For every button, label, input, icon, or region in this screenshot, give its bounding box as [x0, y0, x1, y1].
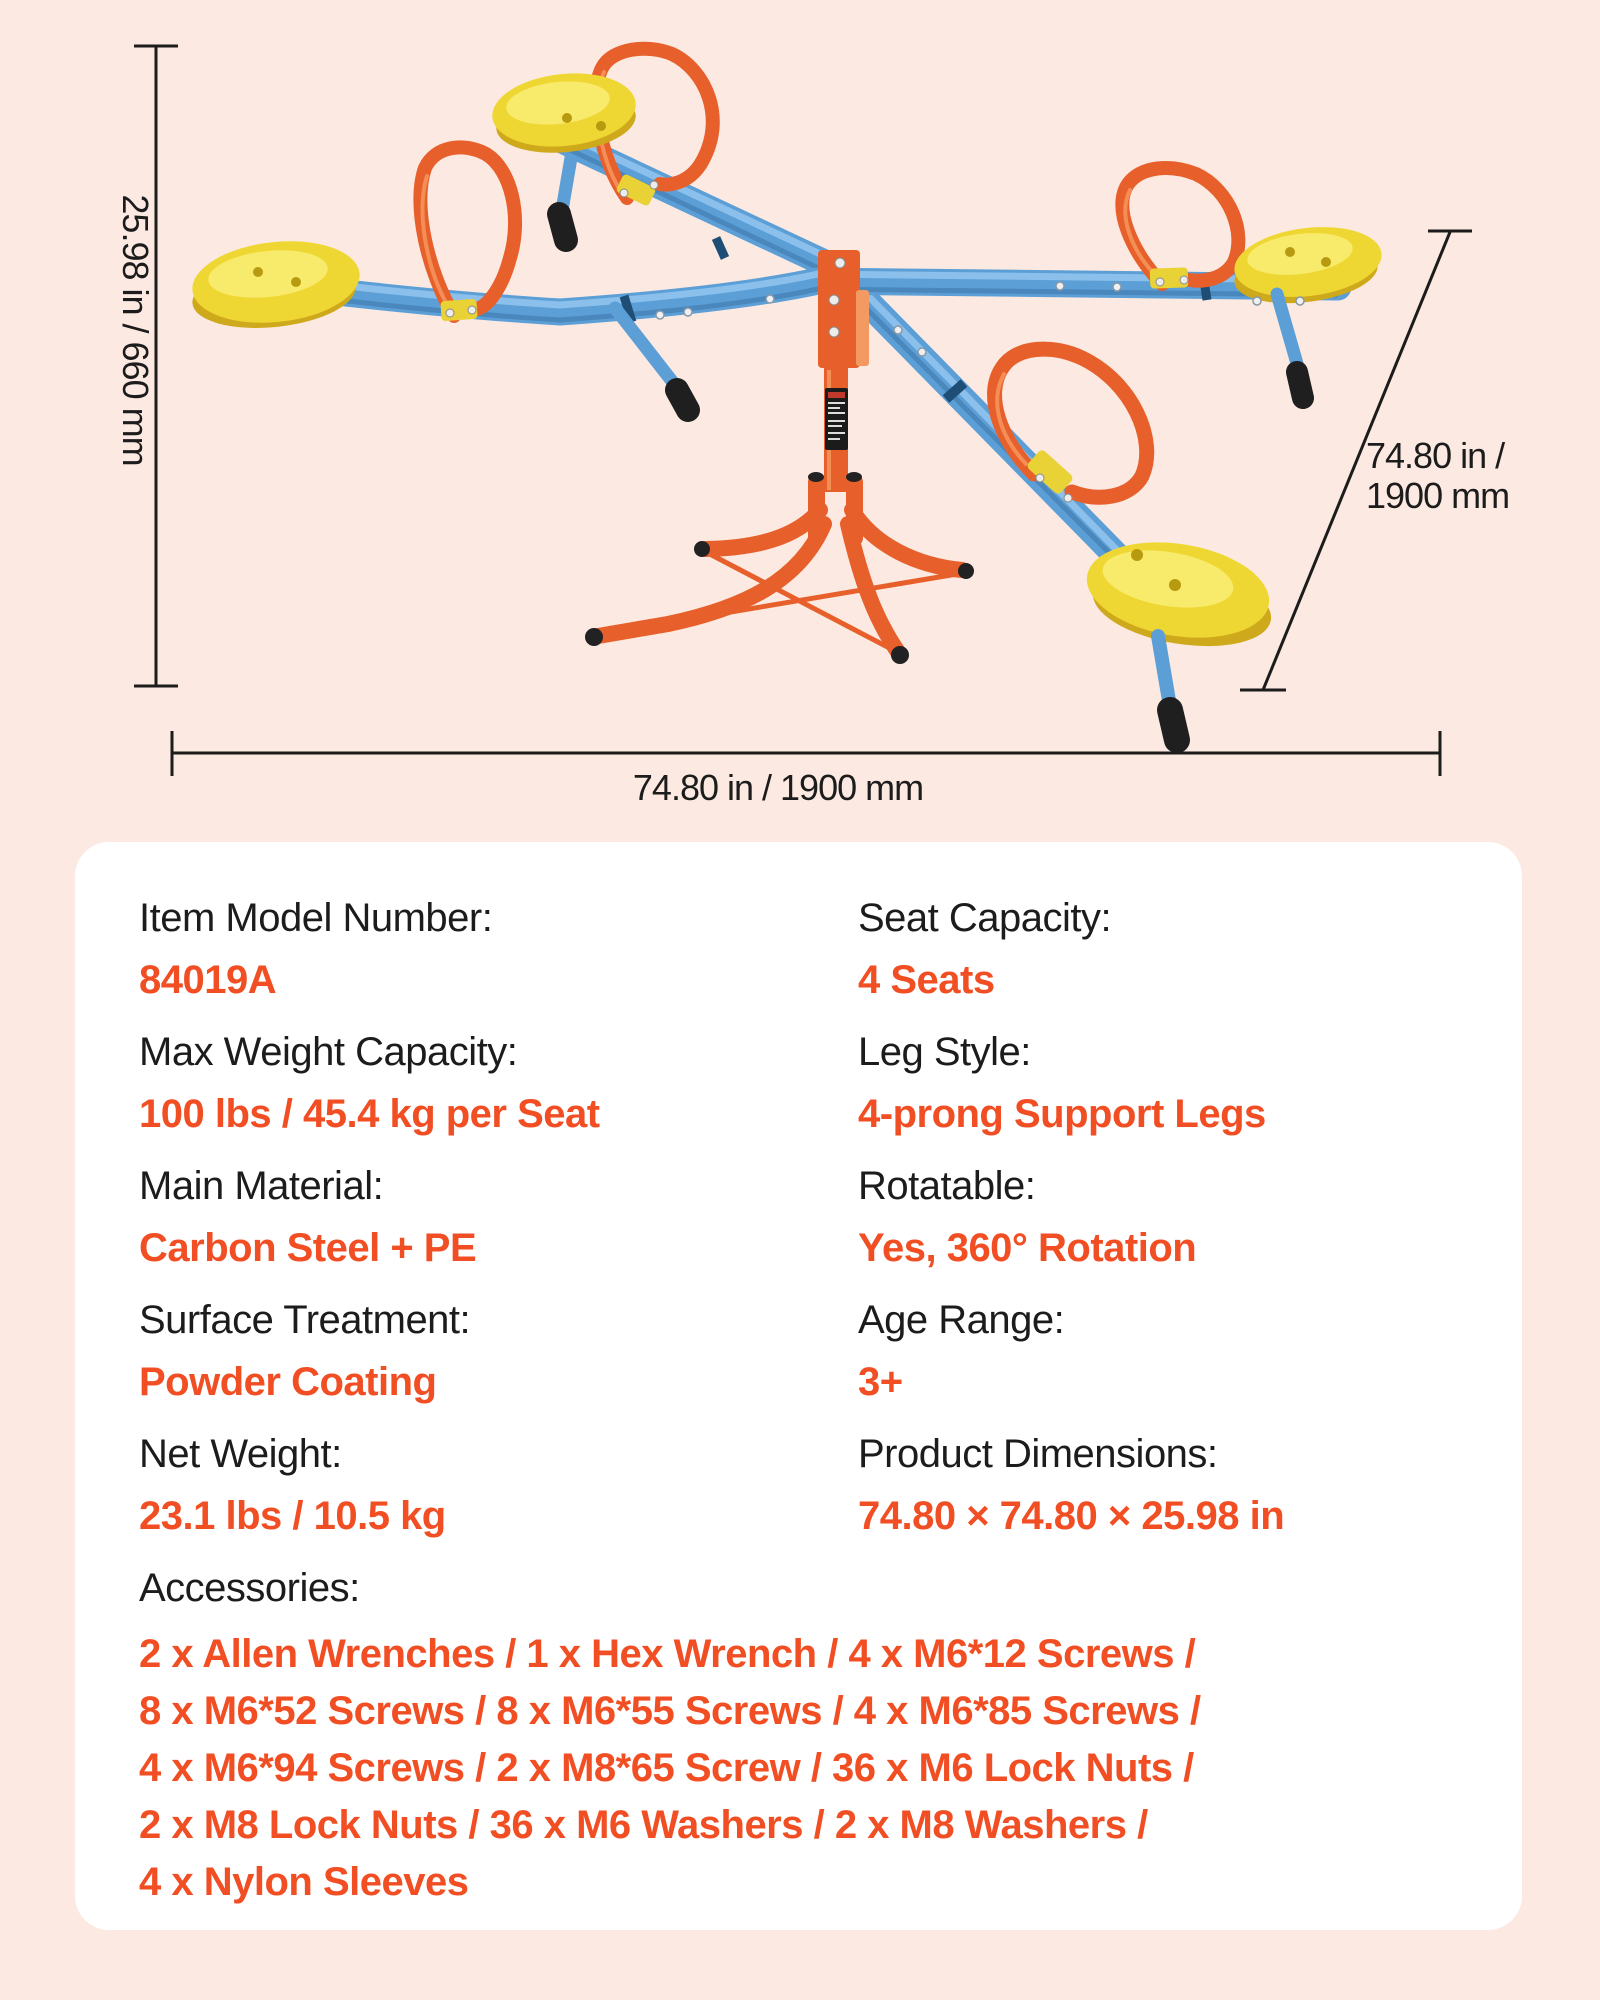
accessories-line-3: 4 x M6*94 Screws / 2 x M8*65 Screw / 36 … — [139, 1746, 1194, 1790]
spec-value-rotatable: Yes, 360° Rotation — [858, 1226, 1197, 1270]
spec-label-seat-capacity: Seat Capacity: — [858, 896, 1112, 940]
spec-value-main-material: Carbon Steel + PE — [139, 1226, 477, 1270]
accessories-line-5: 4 x Nylon Sleeves — [139, 1860, 469, 1904]
height-dimension-label: 25.98 in / 660 mm — [115, 194, 156, 466]
product-hero: 25.98 in / 660 mm 74.80 in / 1900 mm 74.… — [0, 0, 1600, 842]
spec-value-net-weight: 23.1 lbs / 10.5 kg — [139, 1494, 446, 1538]
spec-pair-item-model: Item Model Number: 84019A — [139, 894, 858, 1004]
back-seat — [492, 73, 636, 153]
diagonal-dimension-line1: 74.80 in / — [1366, 435, 1505, 476]
front-beam-coupling — [942, 379, 968, 403]
spec-value-surface-treatment: Powder Coating — [139, 1360, 437, 1404]
spec-label-max-weight: Max Weight Capacity: — [139, 1030, 518, 1074]
spec-label-main-material: Main Material: — [139, 1164, 384, 1208]
height-dimension-line — [134, 44, 178, 688]
spec-pair-net-weight: Net Weight: 23.1 lbs / 10.5 kg — [139, 1430, 858, 1540]
spec-pair-rotatable: Rotatable: Yes, 360° Rotation — [858, 1162, 1482, 1272]
diagonal-dimension-line — [1240, 229, 1472, 692]
spec-accessories: Accessories: 2 x Allen Wrenches / 1 x He… — [139, 1564, 1482, 1911]
spec-pair-surface-treatment: Surface Treatment: Powder Coating — [139, 1296, 858, 1406]
width-dimension-line — [170, 731, 1442, 776]
spec-label-rotatable: Rotatable: — [858, 1164, 1036, 1208]
left-seat — [192, 241, 360, 328]
accessories-line-1: 2 x Allen Wrenches / 1 x Hex Wrench / 4 … — [139, 1632, 1196, 1676]
spec-pair-leg-style: Leg Style: 4-prong Support Legs — [858, 1028, 1482, 1138]
front-seat-leg — [1151, 629, 1190, 753]
beam-screws — [655, 281, 1122, 357]
pedestal — [585, 250, 974, 664]
seesaw-product-illustration — [134, 41, 1472, 776]
warning-label — [825, 388, 848, 450]
right-seat-handle — [1115, 161, 1246, 291]
accessories-line-4: 2 x M8 Lock Nuts / 36 x M6 Washers / 2 x… — [139, 1803, 1148, 1847]
spec-pair-max-weight: Max Weight Capacity: 100 lbs / 45.4 kg p… — [139, 1028, 858, 1138]
back-seat-leg — [547, 145, 579, 252]
spec-pair-seat-capacity: Seat Capacity: 4 Seats — [858, 894, 1482, 1004]
spec-label-product-dimensions: Product Dimensions: — [858, 1432, 1218, 1476]
spec-value-product-dimensions: 74.80 × 74.80 × 25.98 in — [858, 1494, 1285, 1538]
spec-label-item-model: Item Model Number: — [139, 896, 493, 940]
pedestal-braces — [599, 548, 964, 655]
spec-label-leg-style: Leg Style: — [858, 1030, 1031, 1074]
width-dimension-label: 74.80 in / 1900 mm — [632, 767, 924, 808]
spec-card: Item Model Number: 84019A Seat Capacity:… — [75, 842, 1522, 1930]
accessories-line-2: 8 x M6*52 Screws / 8 x M6*55 Screws / 4 … — [139, 1689, 1201, 1733]
spec-pair-product-dimensions: Product Dimensions: 74.80 × 74.80 × 25.9… — [858, 1430, 1482, 1540]
front-seat — [1086, 542, 1272, 647]
spec-label-surface-treatment: Surface Treatment: — [139, 1298, 471, 1342]
spec-value-max-weight: 100 lbs / 45.4 kg per Seat — [139, 1092, 600, 1136]
spec-label-net-weight: Net Weight: — [139, 1432, 342, 1476]
front-seat-handle — [987, 341, 1155, 505]
spec-grid: Item Model Number: 84019A Seat Capacity:… — [139, 894, 1482, 1911]
spec-label-accessories: Accessories: — [139, 1566, 360, 1610]
right-seat-leg — [1270, 287, 1314, 409]
spec-value-seat-capacity: 4 Seats — [858, 958, 995, 1002]
spec-value-age-range: 3+ — [858, 1360, 903, 1404]
spec-pair-age-range: Age Range: 3+ — [858, 1296, 1482, 1406]
diagonal-dimension-label: 74.80 in / 1900 mm — [1366, 435, 1510, 516]
right-seat — [1234, 227, 1382, 306]
left-seat-leg — [608, 301, 700, 422]
beam-left-right — [238, 267, 1352, 326]
spec-label-age-range: Age Range: — [858, 1298, 1065, 1342]
spec-value-accessories: 2 x Allen Wrenches / 1 x Hex Wrench / 4 … — [139, 1626, 1482, 1911]
spec-value-leg-style: 4-prong Support Legs — [858, 1092, 1266, 1136]
spec-value-item-model: 84019A — [139, 958, 277, 1002]
diagonal-dimension-line2: 1900 mm — [1366, 475, 1510, 516]
spec-pair-main-material: Main Material: Carbon Steel + PE — [139, 1162, 858, 1272]
left-seat-handle — [413, 140, 522, 323]
